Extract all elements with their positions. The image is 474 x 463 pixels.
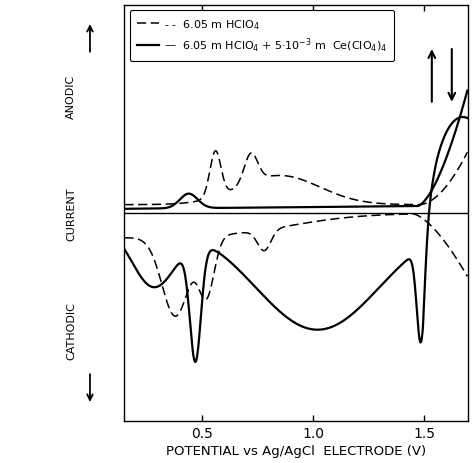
Text: CATHODIC: CATHODIC xyxy=(66,301,76,359)
Text: ANODIC: ANODIC xyxy=(66,75,76,119)
X-axis label: POTENTIAL vs Ag/AgCl  ELECTRODE (V): POTENTIAL vs Ag/AgCl ELECTRODE (V) xyxy=(166,444,427,457)
Legend: - -  6.05 m HClO$_4$, —  6.05 m HClO$_4$ + 5·10$^{-3}$ m  Ce(ClO$_4$)$_4$: - - 6.05 m HClO$_4$, — 6.05 m HClO$_4$ +… xyxy=(130,11,394,62)
Text: CURRENT: CURRENT xyxy=(66,187,76,240)
